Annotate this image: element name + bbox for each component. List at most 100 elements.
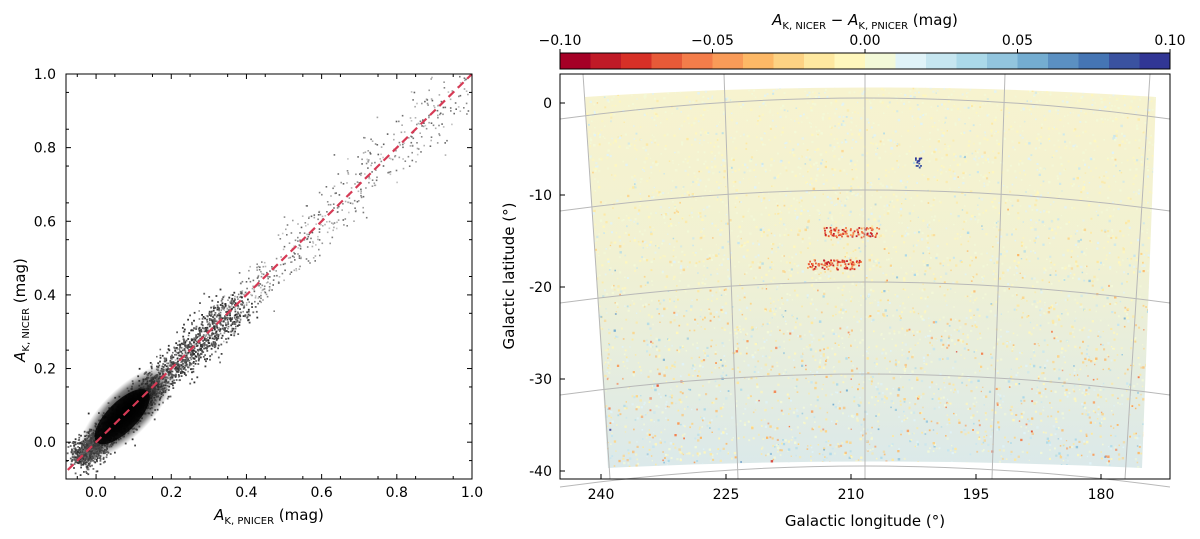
map-pixel	[1103, 98, 1106, 101]
density-point	[200, 328, 203, 331]
outlier-point	[298, 257, 301, 259]
density-point	[191, 321, 193, 324]
map-pixel	[1115, 116, 1117, 119]
map-pixel	[772, 264, 775, 266]
map-pixel	[791, 151, 794, 154]
map-pixel	[1030, 227, 1033, 230]
map-pixel	[645, 157, 648, 160]
density-point	[153, 418, 156, 421]
map-pixel	[828, 117, 831, 120]
outlier-point	[260, 291, 263, 294]
outlier-point	[190, 358, 193, 361]
density-point	[177, 364, 180, 366]
map-pixel	[1114, 311, 1116, 314]
map-pixel	[619, 293, 621, 296]
map-pixel	[1026, 106, 1029, 109]
map-pixel	[1040, 194, 1042, 197]
map-pixel	[894, 130, 897, 133]
density-point	[213, 344, 216, 346]
map-pixel	[955, 264, 958, 267]
map-pixel	[1028, 205, 1031, 208]
density-point	[187, 345, 190, 347]
map-pixel	[777, 326, 779, 328]
map-pixel	[947, 95, 950, 98]
density-point	[220, 343, 223, 346]
density-point	[227, 337, 230, 340]
map-pixel	[696, 408, 698, 411]
outlier-point	[176, 348, 178, 351]
density-point	[210, 334, 213, 337]
map-pixel	[875, 363, 878, 366]
map-pixel	[1155, 163, 1156, 166]
map-pixel	[783, 273, 785, 275]
map-pixel	[648, 303, 650, 306]
map-pixel	[594, 228, 597, 231]
outlier-point	[393, 138, 395, 141]
density-point	[231, 297, 234, 300]
outlier-point	[361, 158, 363, 161]
map-pixel	[1148, 374, 1151, 378]
density-point	[200, 349, 202, 351]
colorbar-bin	[682, 53, 713, 69]
density-point	[78, 452, 81, 454]
density-point	[159, 357, 162, 359]
outlier-point	[263, 261, 266, 264]
colorbar-bin	[865, 53, 896, 69]
map-pixel	[990, 131, 993, 133]
outlier-point	[430, 98, 433, 100]
map-pixel	[1126, 159, 1129, 162]
map-pixel	[1113, 347, 1115, 350]
outlier-point	[416, 153, 419, 156]
map-pixel	[1066, 145, 1068, 147]
map-pixel	[718, 253, 720, 255]
outlier-point	[225, 322, 227, 324]
density-point	[184, 364, 187, 367]
map-pixel	[708, 308, 711, 311]
outlier-point	[354, 207, 356, 209]
map-pixel	[658, 349, 661, 352]
density-point	[216, 326, 219, 329]
map-pixel	[882, 348, 885, 351]
map-pixel	[942, 396, 945, 399]
outlier-point	[235, 325, 237, 328]
map-pixel	[585, 325, 588, 328]
map-pixel	[634, 147, 636, 150]
map-pixel	[761, 446, 764, 449]
outlier-point	[237, 298, 239, 300]
map-pixel	[1035, 199, 1038, 202]
map-pixel	[791, 314, 793, 317]
outlier-point	[233, 332, 236, 335]
map-pixel	[636, 458, 639, 461]
outlier-point	[218, 316, 221, 318]
outlier-point	[254, 297, 257, 299]
outlier-point	[364, 151, 367, 153]
map-pixel	[1032, 351, 1035, 354]
outlier-point	[360, 196, 363, 199]
map-pixel	[585, 321, 588, 324]
density-point	[166, 397, 169, 400]
map-pixel	[1142, 434, 1146, 437]
map-pixel	[779, 192, 781, 195]
map-pixel	[857, 186, 860, 188]
density-point	[182, 343, 185, 346]
density-point	[76, 454, 79, 457]
map-pixel	[750, 267, 753, 270]
density-point	[176, 361, 179, 364]
map-pixel	[979, 124, 981, 126]
outlier-point	[306, 246, 309, 248]
density-point	[230, 308, 233, 311]
density-point	[186, 360, 189, 362]
density-point	[89, 465, 92, 468]
outlier-point	[453, 112, 455, 115]
outlier-point	[451, 90, 454, 92]
map-pixel	[681, 143, 683, 146]
outlier-point	[257, 274, 260, 277]
map-pixel	[688, 100, 691, 103]
outlier-point	[229, 301, 231, 303]
map-pixel	[738, 370, 741, 373]
map-pixel	[933, 445, 936, 448]
outlier-point	[234, 301, 236, 304]
map-pixel	[599, 305, 601, 308]
outlier-point	[411, 144, 414, 147]
map-pixel	[651, 116, 653, 119]
